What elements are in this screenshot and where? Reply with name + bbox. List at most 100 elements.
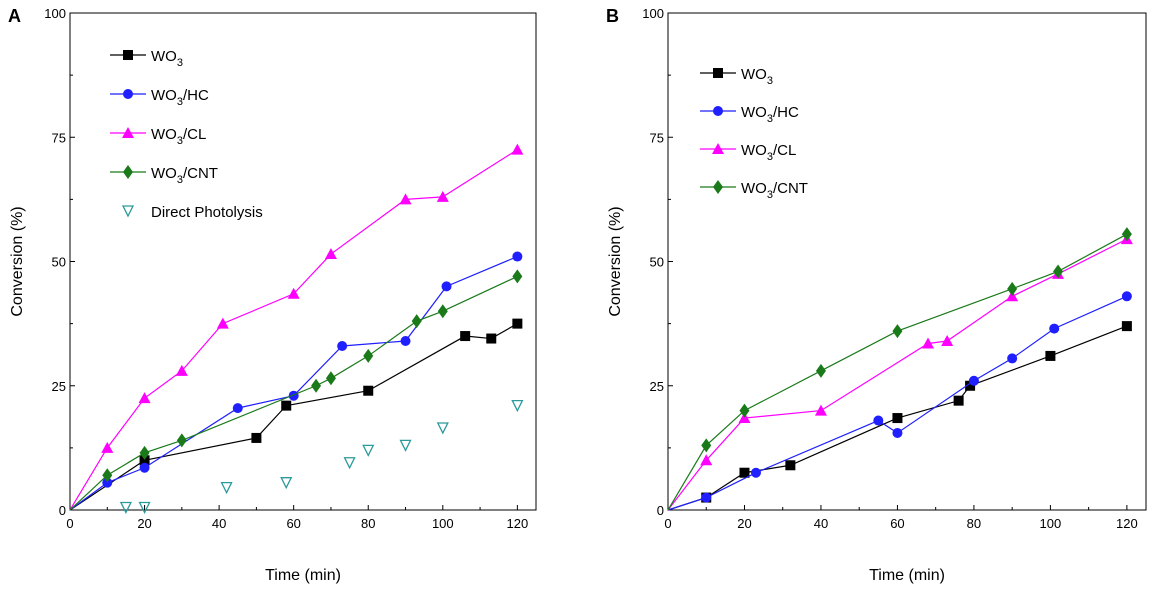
legend-marker [713, 68, 723, 78]
data-point [892, 413, 903, 424]
legend-label: WO3/CNT [741, 180, 808, 201]
data-point [324, 248, 337, 260]
x-tick-label: 40 [212, 516, 226, 531]
legend-marker [123, 89, 133, 99]
data-point [220, 481, 233, 495]
x-tick-label: 60 [890, 516, 904, 531]
data-point [1121, 291, 1132, 302]
x-tick-label: 40 [814, 516, 828, 531]
x-tick-label: 60 [286, 516, 300, 531]
legend-marker [121, 205, 135, 218]
data-point [486, 333, 497, 344]
chart-panel-a: A 0 20 40 60 80 100 120 0 25 50 75 100 Time (min) Conv… [8, 6, 537, 584]
legend-entry: WO3 [700, 66, 773, 87]
legend-entry: WO3/CNT [110, 165, 218, 186]
legend-entry: WO3/CNT [700, 180, 808, 201]
data-point [139, 455, 150, 466]
data-point [965, 380, 976, 391]
data-point [700, 454, 713, 466]
data-point [400, 336, 411, 347]
data-point [102, 468, 113, 483]
plot-frame [69, 12, 537, 511]
legend-marker [123, 50, 133, 60]
data-point [1121, 321, 1132, 332]
data-point [1007, 353, 1018, 364]
data-point [441, 281, 452, 292]
data-point [102, 477, 113, 488]
data-point [892, 427, 903, 438]
y-tick-label: 75 [650, 130, 664, 145]
x-tick-label: 0 [664, 516, 671, 531]
legend-label: WO3/CL [151, 126, 206, 147]
legend-entry: WO3 [110, 48, 183, 69]
legend-label: WO3/HC [151, 87, 209, 108]
series-wo3-hc [69, 251, 523, 511]
y-axis-title: Conversion (%) [9, 206, 26, 316]
data-point [1121, 227, 1132, 242]
series-wo3-cl [667, 233, 1133, 511]
data-point [437, 304, 448, 319]
data-point [139, 445, 150, 460]
legend-entry: WO3/HC [110, 87, 209, 108]
data-point [1007, 281, 1018, 296]
series-wo3 [69, 318, 523, 511]
data-point [362, 444, 375, 457]
x-tick-label: 120 [1116, 516, 1138, 531]
legend-label: WO3/HC [741, 104, 799, 125]
data-point [101, 441, 114, 453]
y-tick-label: 25 [52, 379, 66, 394]
x-tick-label: 100 [432, 516, 454, 531]
data-point [281, 400, 292, 411]
data-point [232, 403, 243, 414]
data-point [363, 348, 374, 363]
data-point [436, 190, 449, 202]
y-tick-label: 25 [650, 379, 664, 394]
legend-label: WO3 [151, 48, 183, 69]
series-direct-photolysis [119, 399, 524, 514]
series-line [69, 149, 518, 511]
data-point [815, 363, 826, 378]
x-axis-title: Time (min) [265, 567, 341, 584]
x-tick-label: 80 [361, 516, 375, 531]
x-tick-label: 80 [967, 516, 981, 531]
legend-entry: WO3/CL [110, 126, 206, 147]
legend-label: WO3/CNT [151, 165, 218, 186]
data-point [512, 269, 523, 284]
data-point [1049, 323, 1060, 334]
data-point [953, 395, 964, 406]
legend-entry: WO3/HC [700, 104, 799, 125]
data-point [873, 415, 884, 426]
data-point [460, 331, 471, 342]
y-tick-label: 75 [52, 130, 66, 145]
series-line [667, 233, 1128, 511]
data-point [512, 251, 523, 262]
data-point [512, 318, 523, 329]
data-point [287, 287, 300, 299]
data-point [216, 317, 229, 329]
panel-letter: A [8, 6, 21, 26]
series-line [667, 238, 1128, 511]
y-tick-label: 0 [657, 503, 664, 518]
y-tick-label: 50 [650, 255, 664, 270]
data-point [311, 378, 322, 393]
data-point [739, 403, 750, 418]
x-tick-label: 20 [137, 516, 151, 531]
x-tick-label: 120 [507, 516, 529, 531]
data-point [922, 337, 935, 349]
x-tick-label: 100 [1040, 516, 1062, 531]
legend-marker [713, 180, 723, 194]
series-line [69, 323, 518, 511]
data-point [176, 433, 187, 448]
series-wo3-cnt [667, 227, 1132, 511]
data-point [511, 143, 524, 155]
y-axis-title: Conversion (%) [607, 206, 624, 316]
legend-entry: Direct Photolysis [121, 204, 263, 221]
data-point [399, 439, 412, 452]
data-point [119, 501, 132, 514]
data-point [785, 460, 796, 471]
data-point [251, 432, 262, 443]
legend-label: WO3/CL [741, 142, 796, 163]
y-tick-label: 100 [642, 6, 664, 21]
legend-marker [122, 127, 134, 138]
